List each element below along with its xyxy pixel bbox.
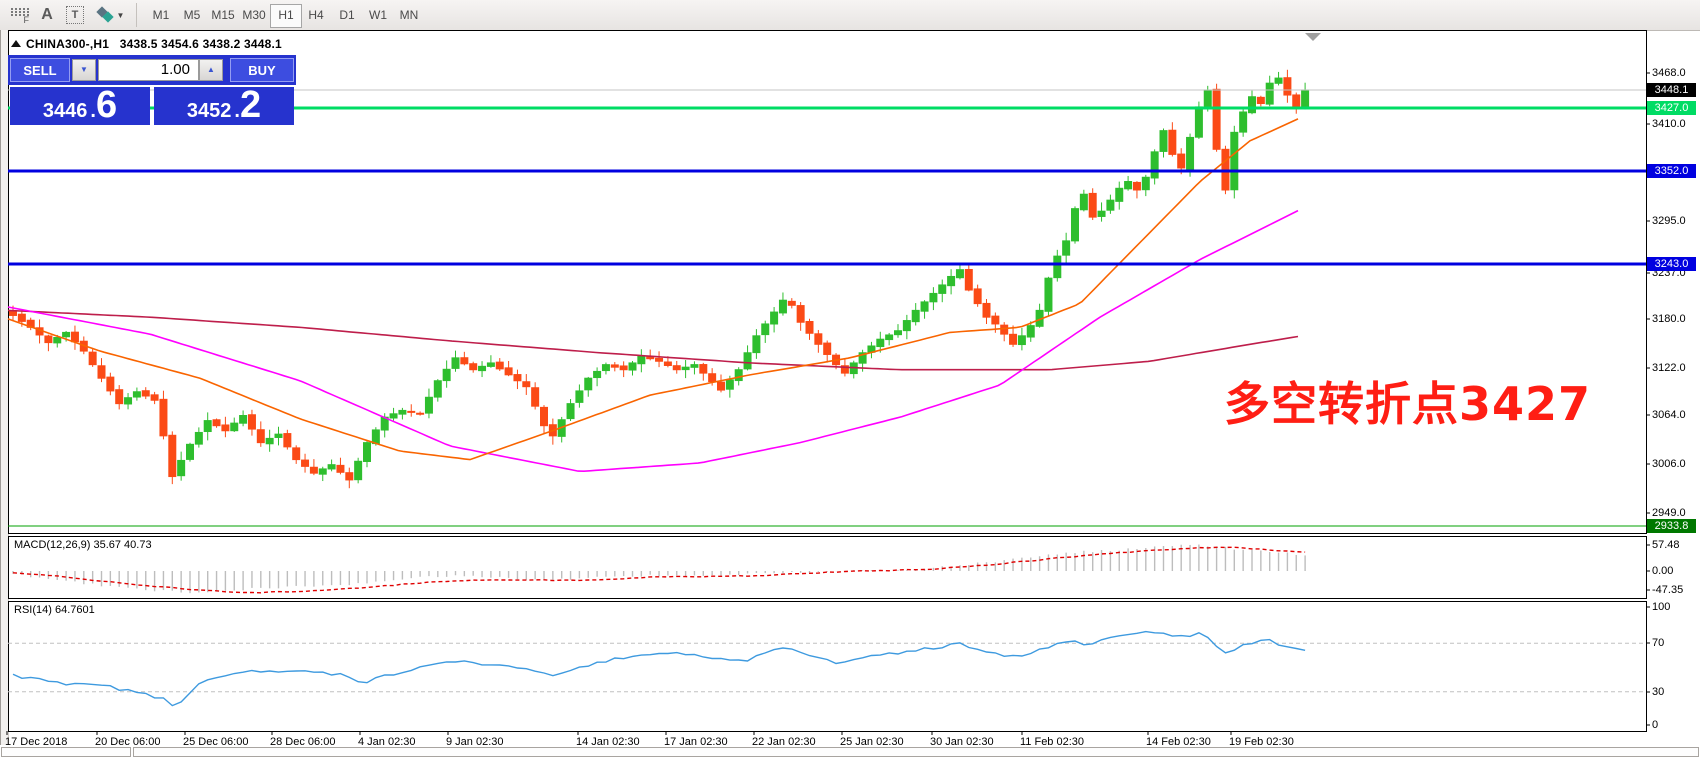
tf-button-M30[interactable]: M30 bbox=[242, 8, 266, 22]
time-axis-label: 19 Feb 02:30 bbox=[1229, 736, 1294, 748]
volume-increase-button[interactable]: ▲ bbox=[199, 59, 223, 81]
macd-axis-tick: 0.00 bbox=[1652, 565, 1674, 577]
time-axis-label: 17 Dec 2018 bbox=[5, 736, 68, 748]
tf-button-M5[interactable]: M5 bbox=[183, 8, 201, 22]
volume-input[interactable]: 1.00 bbox=[98, 59, 199, 81]
tf-button-M15[interactable]: M15 bbox=[211, 8, 235, 22]
price-level-badge: 2933.8 bbox=[1647, 519, 1696, 533]
label-tool-icon[interactable]: T bbox=[64, 3, 86, 27]
price-level-badge: 3448.1 bbox=[1647, 83, 1696, 97]
time-axis-label: 4 Jan 02:30 bbox=[358, 736, 416, 748]
ask-price[interactable]: 3452 . 2 bbox=[154, 86, 294, 125]
price-level-badge: 3427.0 bbox=[1647, 101, 1696, 115]
price-axis-tick: 3006.0 bbox=[1652, 458, 1686, 470]
tf-button-W1[interactable]: W1 bbox=[369, 8, 387, 22]
rsi-axis-tick: 100 bbox=[1652, 601, 1671, 613]
sell-button[interactable]: SELL bbox=[10, 58, 70, 82]
price-axis-tick: 3122.0 bbox=[1652, 362, 1686, 374]
chart-ohlc-header: CHINA300-,H1 3438.5 3454.6 3438.2 3448.1 bbox=[26, 37, 282, 51]
bid-price[interactable]: 3446 . 6 bbox=[10, 86, 150, 125]
rsi-axis-tick: 70 bbox=[1652, 637, 1665, 649]
collapse-panel-icon[interactable] bbox=[11, 40, 21, 47]
price-axis-tick: 3295.0 bbox=[1652, 215, 1686, 227]
time-axis-label: 30 Jan 02:30 bbox=[930, 736, 994, 748]
price-axis-tick: 2949.0 bbox=[1652, 507, 1686, 519]
price-level-badge: 3352.0 bbox=[1647, 164, 1696, 178]
macd-label: MACD(12,26,9) 35.67 40.73 bbox=[14, 539, 152, 551]
price-axis-tick: 3180.0 bbox=[1652, 313, 1686, 325]
tf-button-MN[interactable]: MN bbox=[399, 8, 419, 22]
fibonacci-tool-icon[interactable]: F bbox=[8, 3, 32, 27]
rsi-axis-tick: 30 bbox=[1652, 686, 1665, 698]
time-axis-label: 14 Jan 02:30 bbox=[576, 736, 640, 748]
ohlc-values: 3438.5 3454.6 3438.2 3448.1 bbox=[119, 37, 282, 51]
time-axis-label: 9 Jan 02:30 bbox=[446, 736, 504, 748]
time-axis-label: 11 Feb 02:30 bbox=[1020, 736, 1085, 748]
macd-axis-tick: 57.48 bbox=[1652, 539, 1680, 551]
tf-button-H1[interactable]: H1 bbox=[270, 4, 302, 28]
tf-button-D1[interactable]: D1 bbox=[339, 8, 355, 22]
time-axis-label: 25 Jan 02:30 bbox=[840, 736, 904, 748]
chart-canvas[interactable] bbox=[0, 30, 1700, 757]
symbol-label: CHINA300-,H1 bbox=[26, 37, 110, 51]
tf-button-M1[interactable]: M1 bbox=[152, 8, 170, 22]
tf-button-H4[interactable]: H4 bbox=[308, 8, 324, 22]
toolbar: F A T ▼ M1 M5 M15 M30 H1 H4 D1 W1 MN bbox=[0, 0, 1700, 31]
toolbar-separator bbox=[136, 3, 137, 27]
rsi-axis-tick: 0 bbox=[1652, 719, 1659, 731]
volume-decrease-button[interactable]: ▼ bbox=[72, 59, 96, 81]
price-axis-tick: 3064.0 bbox=[1652, 409, 1686, 421]
time-axis-label: 28 Dec 06:00 bbox=[270, 736, 336, 748]
buy-button[interactable]: BUY bbox=[230, 58, 294, 82]
bottom-scrollbar-thumb[interactable] bbox=[133, 747, 1699, 757]
time-axis-label: 17 Jan 02:30 bbox=[664, 736, 728, 748]
bottom-scrollbar-box[interactable] bbox=[1, 747, 131, 757]
price-axis-tick: 3468.0 bbox=[1652, 67, 1686, 79]
price-level-badge: 3243.0 bbox=[1647, 257, 1696, 271]
time-axis-label: 25 Dec 06:00 bbox=[183, 736, 249, 748]
price-axis-tick: 3410.0 bbox=[1652, 118, 1686, 130]
rsi-label: RSI(14) 64.7601 bbox=[14, 604, 95, 616]
time-axis-label: 22 Jan 02:30 bbox=[752, 736, 816, 748]
macd-axis-tick: -47.35 bbox=[1652, 584, 1684, 596]
shapes-tool-icon[interactable]: ▼ bbox=[94, 3, 128, 27]
time-axis-label: 20 Dec 06:00 bbox=[95, 736, 161, 748]
chart-annotation-text[interactable]: 多空转折点3427 bbox=[1224, 377, 1592, 431]
time-axis-label: 14 Feb 02:30 bbox=[1146, 736, 1211, 748]
text-tool-icon[interactable]: A bbox=[41, 6, 53, 23]
one-click-trading-panel: SELL ▼ 1.00 ▲ BUY 3446 . 6 3452 . 2 bbox=[8, 55, 296, 125]
